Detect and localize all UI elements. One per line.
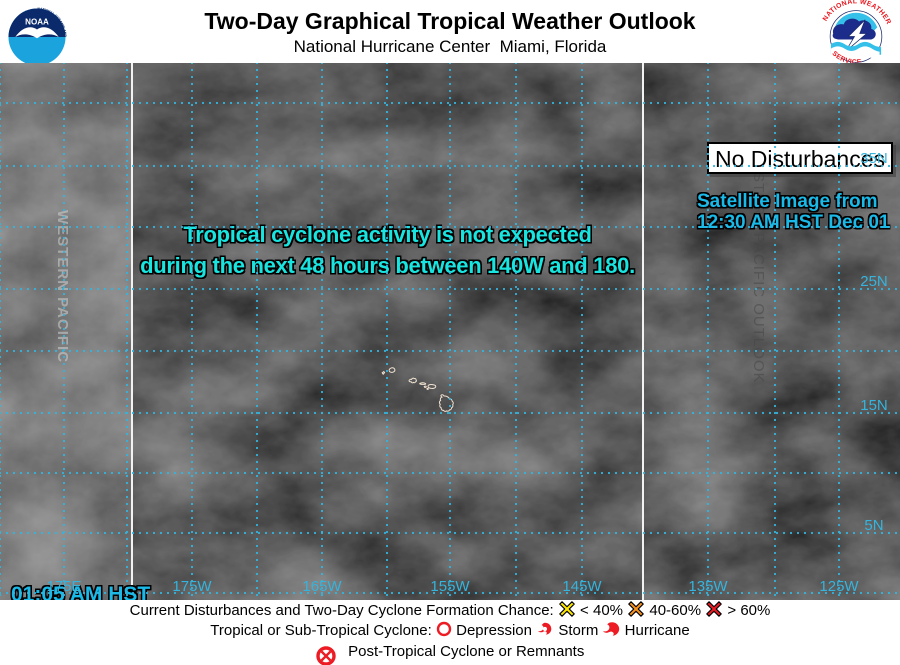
svg-text:NOAA: NOAA	[25, 18, 49, 27]
